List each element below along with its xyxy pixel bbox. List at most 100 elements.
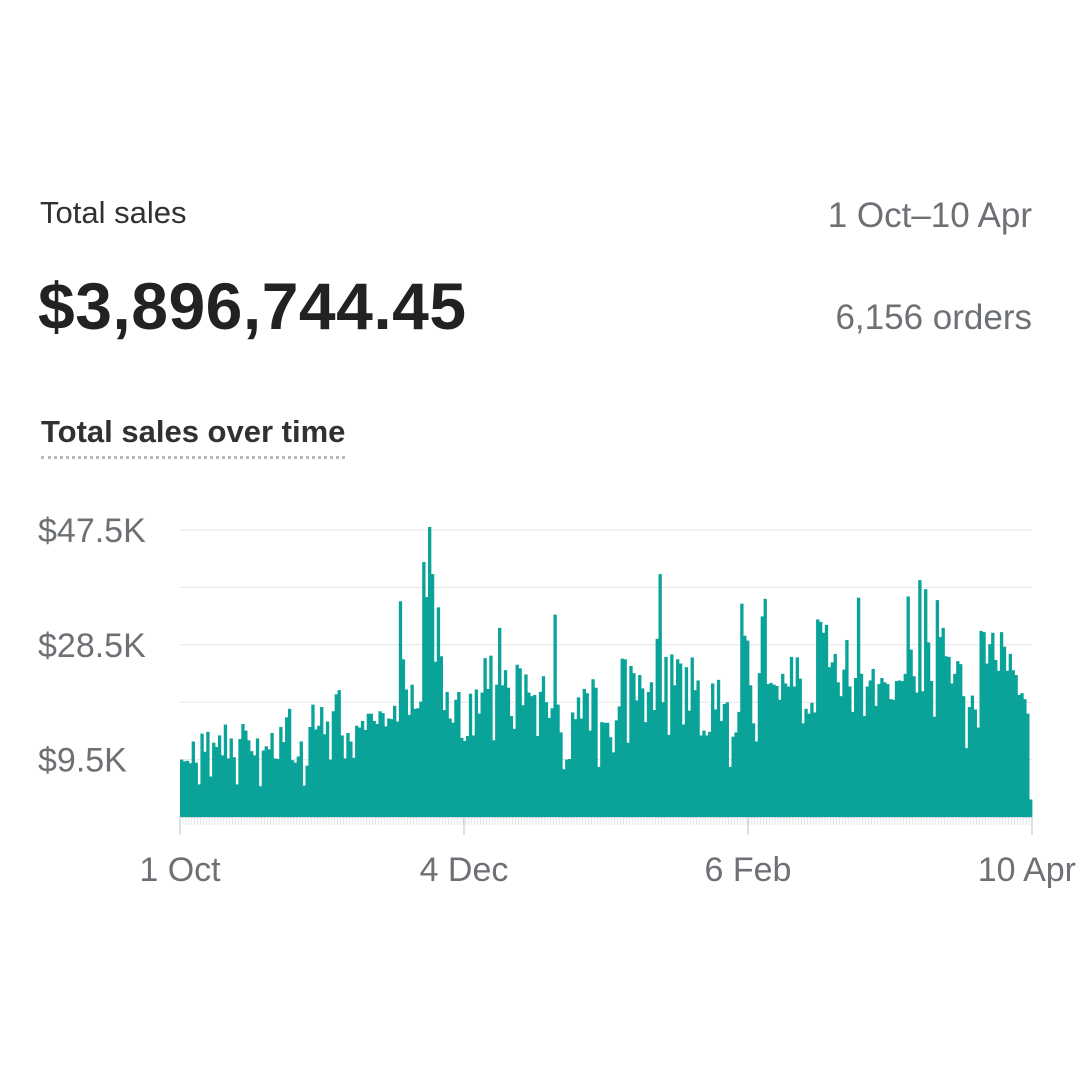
bar[interactable] [783,683,788,817]
bar[interactable] [223,724,228,817]
bar[interactable] [185,760,190,817]
bar[interactable] [991,632,995,817]
bar[interactable] [200,733,204,817]
bar[interactable] [623,659,627,817]
bar[interactable] [641,688,645,817]
bar[interactable] [404,689,408,817]
bar[interactable] [395,721,400,817]
bar[interactable] [947,656,951,817]
bar[interactable] [579,718,584,817]
bar[interactable] [296,756,301,817]
bar[interactable] [985,663,989,817]
bar[interactable] [1005,670,1010,817]
bar[interactable] [684,667,689,817]
bar[interactable] [769,682,773,817]
bar[interactable] [346,733,350,817]
bar[interactable] [801,723,805,817]
bar[interactable] [413,708,417,817]
bar[interactable] [751,723,756,817]
bar[interactable] [486,688,490,817]
bar[interactable] [661,702,665,817]
bar[interactable] [322,734,327,817]
bar[interactable] [924,589,928,817]
bar[interactable] [433,661,438,817]
bar[interactable] [209,776,213,817]
bar[interactable] [568,758,572,817]
bar[interactable] [474,689,479,817]
bar[interactable] [258,786,263,817]
bar[interactable] [556,704,560,817]
bar[interactable] [842,669,846,817]
bar[interactable] [702,730,706,817]
bar[interactable] [331,711,336,817]
bar[interactable] [606,722,610,817]
bar[interactable] [293,762,298,817]
bar[interactable] [247,740,251,817]
bar[interactable] [273,758,277,817]
bar[interactable] [798,678,802,817]
bar[interactable] [267,749,271,817]
bar[interactable] [836,682,840,817]
bar[interactable] [320,707,324,817]
bar[interactable] [541,676,546,817]
bar[interactable] [795,657,799,817]
bar[interactable] [655,638,659,817]
bar[interactable] [897,680,902,817]
bar[interactable] [498,627,502,817]
bar[interactable] [573,719,578,817]
bar[interactable] [918,580,922,817]
bar[interactable] [632,673,636,817]
bar[interactable] [255,738,260,817]
bar[interactable] [921,691,925,817]
bar[interactable] [235,784,239,817]
bar[interactable] [299,741,303,817]
bar[interactable] [676,659,680,817]
bar[interactable] [877,684,881,817]
bar[interactable] [363,729,368,817]
bar[interactable] [264,746,268,817]
bar[interactable] [328,759,333,817]
bar[interactable] [422,562,426,817]
bar[interactable] [868,680,872,817]
bar[interactable] [515,664,519,817]
bar[interactable] [597,766,601,817]
bar[interactable] [681,724,686,817]
bar[interactable] [500,685,505,817]
bar[interactable] [1008,653,1012,817]
bar[interactable] [1023,699,1027,817]
bar[interactable] [544,702,549,817]
bar[interactable] [451,722,455,817]
bar[interactable] [594,687,598,817]
bar[interactable] [463,740,467,817]
bar[interactable] [810,702,814,817]
chart-title[interactable]: Total sales over time [41,414,346,459]
bar[interactable] [760,616,764,817]
bar[interactable] [938,636,942,817]
bar[interactable] [848,686,852,817]
bar[interactable] [468,693,473,817]
bar[interactable] [941,627,945,817]
bar[interactable] [871,668,875,817]
bar[interactable] [448,718,452,817]
bar[interactable] [439,656,444,817]
bar[interactable] [226,758,231,817]
bar[interactable] [926,642,931,817]
bar[interactable] [711,683,715,817]
bar[interactable] [480,692,484,817]
bar[interactable] [384,726,388,817]
bar[interactable] [979,630,983,817]
bar[interactable] [454,699,458,817]
bar[interactable] [1002,646,1007,817]
bar[interactable] [282,742,286,817]
bar[interactable] [290,760,295,817]
bar[interactable] [369,713,373,817]
bar[interactable] [232,757,236,817]
bar[interactable] [629,665,633,817]
bar[interactable] [238,739,242,817]
bar[interactable] [649,682,654,817]
bar[interactable] [206,731,210,817]
bar[interactable] [387,718,391,817]
bar[interactable] [722,704,727,817]
bar[interactable] [533,694,537,817]
bar[interactable] [465,736,470,817]
